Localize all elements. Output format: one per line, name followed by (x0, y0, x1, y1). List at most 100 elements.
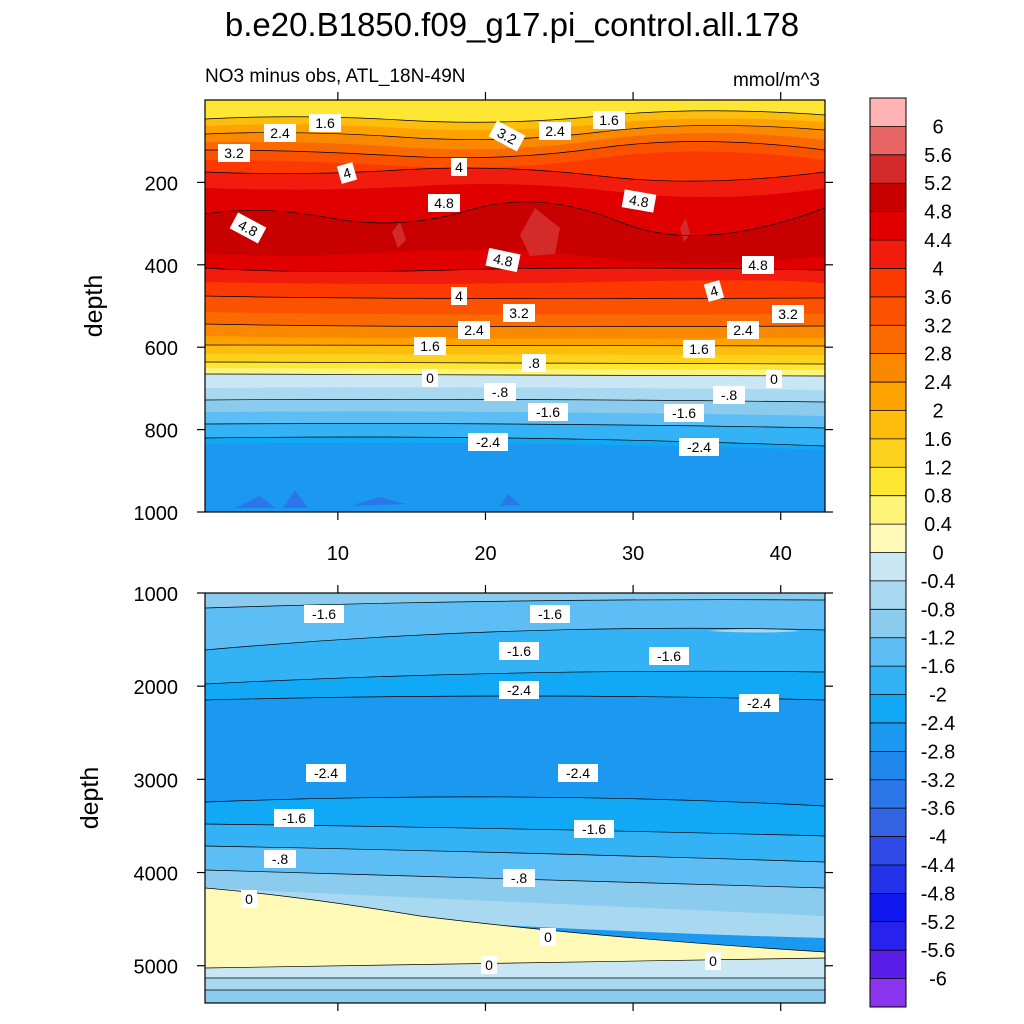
band-neg2-bottom (205, 824, 825, 862)
contour-line (205, 599, 825, 609)
colorbar-swatch (870, 524, 906, 553)
contour-label-bg (264, 124, 296, 142)
colorbar-label: -0.8 (921, 599, 955, 621)
band-neg1.6-top (205, 593, 825, 650)
contour-label-bg (306, 764, 346, 782)
lower-panel: -1.6 -1.6 -1.6 -1.6 -2.4 -2.4 -2.4 -2.4 -1.6 -1.6… (76, 584, 833, 1011)
contour-label-bg (739, 694, 779, 712)
colorbar-label: -4 (929, 827, 947, 849)
y-tick-label: 400 (145, 256, 178, 278)
contour-label-bg (664, 404, 704, 422)
contour-label: -1.6 (304, 605, 344, 623)
contour-label: -2.4 (739, 694, 779, 712)
contour-label-bg (485, 247, 521, 273)
contour-label-text: 1.6 (420, 338, 440, 354)
contour-label-bg (593, 111, 625, 129)
contour-label: 4.8 (621, 189, 657, 213)
patch-5.2-a (520, 208, 560, 256)
contour-label-bg (713, 386, 745, 404)
colorbar-swatch (870, 609, 906, 639)
contour-label: 0 (705, 952, 721, 970)
colorbar-label: -4.8 (921, 883, 955, 905)
contour-line (205, 373, 825, 377)
contour-label-text: -2.4 (476, 434, 500, 450)
contour-label-bg (336, 162, 358, 184)
colorbar-label: 0.8 (924, 486, 952, 508)
contour-label-bg (522, 354, 546, 372)
patch-neg3.2-a (235, 496, 275, 508)
contour-label: 4 (703, 280, 725, 302)
panel-subtitle: NO3 minus obs, ATL_18N-49N (205, 66, 466, 87)
contour-label: -2.4 (679, 438, 719, 456)
contour-label-bg (264, 850, 296, 868)
colorbar-label: 4.4 (924, 230, 952, 252)
contour-label-text: 4 (455, 159, 463, 175)
contour-label-text: 2.4 (545, 123, 565, 139)
contour-label-bg (484, 383, 516, 401)
contour-label-bg (499, 681, 539, 699)
contour-label: -.8 (264, 850, 296, 868)
lower-frame (204, 592, 826, 1004)
contour-line (205, 361, 825, 365)
contour-label: -2.4 (306, 764, 346, 782)
colorbar-swatch (870, 893, 906, 923)
contour-label-text: 4 (455, 288, 463, 304)
band-neg1.6-bottom (205, 846, 825, 888)
colorbar-swatch (870, 666, 906, 696)
contour-label: 0 (766, 370, 782, 388)
contour-label-text: 0 (426, 370, 434, 386)
colorbar-swatch (870, 637, 906, 667)
colorbar-label: -2.4 (921, 713, 955, 735)
colorbar-label: -3.2 (921, 770, 955, 792)
contour-label-text: -.8 (492, 384, 509, 400)
upper-x-axis: 10 20 30 40 (327, 92, 792, 565)
y-tick-label: 5000 (134, 957, 179, 979)
contour-line (205, 167, 825, 182)
contour-label: -2.4 (468, 433, 508, 451)
colorbar-swatch (870, 779, 906, 809)
contour-label: 4.8 (428, 194, 460, 212)
band-neg2.4 (205, 442, 825, 512)
contour-label: 2.4 (727, 321, 759, 339)
contour-label-bg (241, 890, 257, 908)
contour-label-text: 4.8 (748, 257, 768, 273)
contour-label: -1.6 (274, 809, 314, 827)
band-neg1.2-top (205, 593, 825, 608)
contour-label: 4.8 (229, 212, 267, 244)
colorbar-swatch (870, 950, 906, 980)
contour-label-bg (481, 956, 497, 974)
contour-label-bg (772, 305, 804, 323)
contour-label-bg (766, 370, 782, 388)
contour-label: 0 (481, 956, 497, 974)
colorbar-swatch (870, 467, 906, 497)
colorbar-swatch (870, 552, 906, 582)
colorbar-swatch (870, 864, 906, 894)
contour-line (205, 110, 825, 123)
x-tick-label: 30 (622, 543, 644, 565)
contour-label: 3.2 (218, 144, 250, 162)
colorbar-swatch (870, 495, 906, 525)
colorbar-label: 0 (932, 543, 943, 565)
contour-line (205, 845, 825, 863)
contour-label-text: .8 (528, 355, 540, 371)
contour-label-bg (540, 928, 556, 946)
colorbar-label: -4.4 (921, 855, 955, 877)
colorbar-swatch (870, 353, 906, 383)
band-zero-positive (205, 888, 825, 968)
contour-label-text: -2.4 (314, 765, 338, 781)
contour-label-text: -1.6 (582, 821, 606, 837)
colorbar-label: -6 (929, 969, 947, 991)
y-tick-label: 4000 (134, 864, 179, 886)
colorbar-swatch (870, 808, 906, 838)
contour-line (205, 670, 825, 685)
contour-label-text: 0 (485, 957, 493, 973)
contour-label-bg (503, 304, 535, 322)
contour-label-bg (742, 256, 774, 274)
units-label: mmol/m^3 (733, 70, 820, 91)
patch-5.2-c (680, 218, 690, 242)
contour-label-text: 0 (770, 371, 778, 387)
contour-line (205, 201, 825, 236)
upper-panel: 2.4 1.6 3.2 3.2 2.4 1.6 4 4 4.8 4.8 4.8 4.8 4.8 4 4 3.2… (80, 92, 833, 565)
colorbar-label: -5.6 (921, 940, 955, 962)
